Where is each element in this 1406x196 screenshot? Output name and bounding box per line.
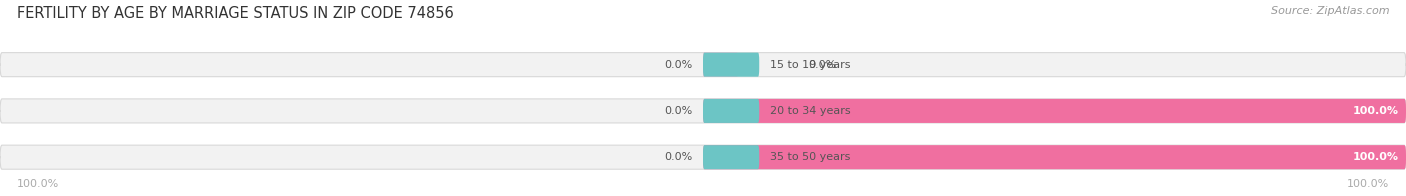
- Text: FERTILITY BY AGE BY MARRIAGE STATUS IN ZIP CODE 74856: FERTILITY BY AGE BY MARRIAGE STATUS IN Z…: [17, 6, 454, 21]
- Text: 0.0%: 0.0%: [664, 106, 693, 116]
- Text: 15 to 19 years: 15 to 19 years: [770, 60, 851, 70]
- Text: 0.0%: 0.0%: [664, 60, 693, 70]
- Text: Source: ZipAtlas.com: Source: ZipAtlas.com: [1271, 6, 1389, 16]
- Text: 100.0%: 100.0%: [1347, 179, 1389, 189]
- FancyBboxPatch shape: [703, 145, 759, 169]
- Text: 100.0%: 100.0%: [1353, 152, 1399, 162]
- Text: 100.0%: 100.0%: [17, 179, 59, 189]
- FancyBboxPatch shape: [703, 99, 759, 123]
- Text: 0.0%: 0.0%: [664, 152, 693, 162]
- FancyBboxPatch shape: [703, 99, 1406, 123]
- FancyBboxPatch shape: [0, 99, 1406, 123]
- FancyBboxPatch shape: [703, 145, 1406, 169]
- FancyBboxPatch shape: [0, 145, 1406, 169]
- Text: 20 to 34 years: 20 to 34 years: [770, 106, 851, 116]
- Text: 35 to 50 years: 35 to 50 years: [770, 152, 851, 162]
- FancyBboxPatch shape: [703, 53, 759, 77]
- FancyBboxPatch shape: [0, 53, 1406, 77]
- FancyBboxPatch shape: [703, 53, 738, 77]
- Text: 0.0%: 0.0%: [808, 60, 837, 70]
- Text: 100.0%: 100.0%: [1353, 106, 1399, 116]
